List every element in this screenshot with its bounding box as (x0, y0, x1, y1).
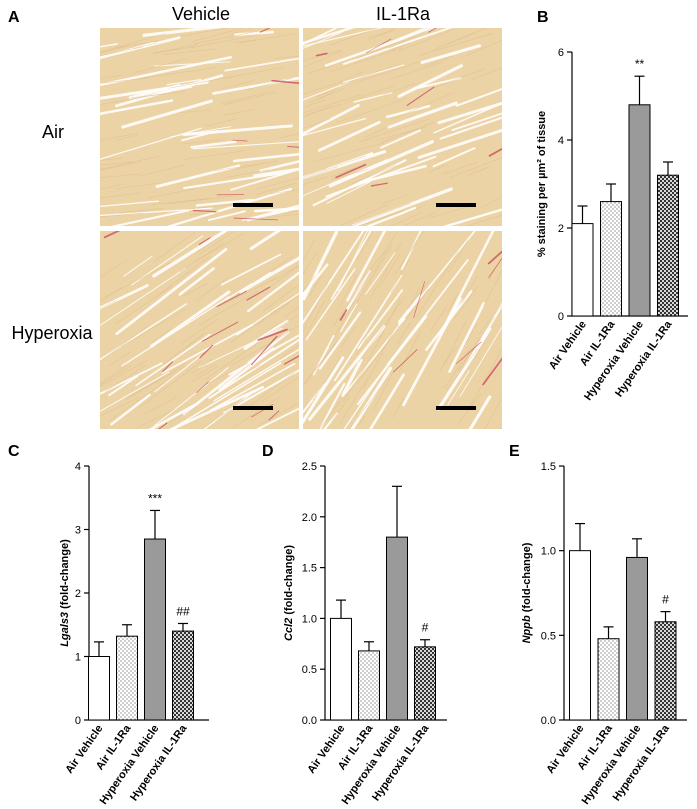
y-tick-label: 4 (75, 461, 81, 473)
bar-hyperoxia-il-1ra (657, 174, 679, 317)
significance-marker: # (662, 593, 669, 607)
significance-marker: ** (635, 57, 645, 71)
y-tick-label: 0 (558, 311, 564, 323)
scale-bar (233, 203, 273, 207)
y-tick-label: 1.0 (541, 546, 556, 558)
y-tick-label: 4 (558, 135, 564, 147)
row-label-hyperoxia: Hyperoxia (11, 323, 93, 343)
significance-marker: ## (176, 604, 190, 618)
column-label-vehicle: Vehicle (172, 4, 230, 24)
bar-hyperoxia-vehicle (386, 536, 408, 721)
bar-air-vehicle (569, 550, 591, 721)
y-tick-label: 0.0 (302, 715, 317, 727)
y-tick-label: 0 (75, 715, 81, 727)
y-tick-label: 3 (75, 525, 81, 537)
bar-hyperoxia-vehicle (626, 556, 648, 721)
bar-hyperoxia-il-1ra (654, 621, 677, 721)
micrograph-air-vehicle (100, 28, 299, 226)
bar-air-il-1ra (597, 638, 620, 721)
y-tick-label: 2.0 (302, 512, 317, 524)
bar-hyperoxia-il-1ra (414, 646, 436, 721)
micrograph-panel: A Vehicle IL-1Ra Air Hyperoxia (8, 4, 502, 429)
scale-bar (233, 406, 273, 410)
micrograph-hyperoxia-vehicle (100, 231, 299, 429)
panel-letter-a: A (8, 9, 20, 26)
y-axis-label: Nppb (fold-change) (521, 542, 533, 643)
bar-air-il-1ra (116, 635, 138, 721)
bar-air-vehicle (571, 223, 594, 317)
panel-letter-c: C (8, 443, 20, 460)
scale-bar (436, 406, 476, 410)
y-tick-label: 2.5 (302, 461, 317, 473)
panel-letter-d: D (262, 443, 274, 460)
y-tick-label: 1 (75, 652, 81, 664)
significance-marker: # (422, 621, 429, 635)
row-label-air: Air (42, 122, 64, 142)
column-label-il1ra: IL-1Ra (376, 4, 431, 24)
y-tick-label: 6 (558, 47, 564, 59)
bar-hyperoxia-vehicle (628, 104, 651, 317)
micrograph-air-il1ra (303, 28, 502, 226)
y-tick-label: 1.5 (302, 563, 317, 575)
bar-air-il-1ra (600, 201, 622, 317)
y-tick-label: 2 (75, 588, 81, 600)
bar-air-vehicle (88, 656, 110, 721)
bar-air-vehicle (330, 617, 352, 721)
y-tick-label: 2 (558, 223, 564, 235)
y-axis-label: Ccl2 (fold-change) (283, 545, 295, 641)
bar-hyperoxia-il-1ra (172, 630, 194, 721)
panel-letter-b: B (537, 9, 549, 26)
significance-marker: *** (148, 491, 162, 505)
y-axis-label: Lgals3 (fold-change) (59, 539, 71, 647)
y-tick-label: 1.5 (541, 461, 556, 473)
y-tick-label: 0.0 (541, 715, 556, 727)
scale-bar (436, 203, 476, 207)
bar-hyperoxia-vehicle (144, 538, 166, 721)
panel-letter-e: E (509, 443, 520, 460)
y-axis-label: % staining per µm² of tissue (536, 111, 548, 257)
bar-air-il-1ra (358, 650, 380, 721)
y-tick-label: 0.5 (541, 630, 556, 642)
y-tick-label: 0.5 (302, 664, 317, 676)
micrograph-hyperoxia-il1ra (303, 231, 502, 429)
y-tick-label: 1.0 (302, 613, 317, 625)
